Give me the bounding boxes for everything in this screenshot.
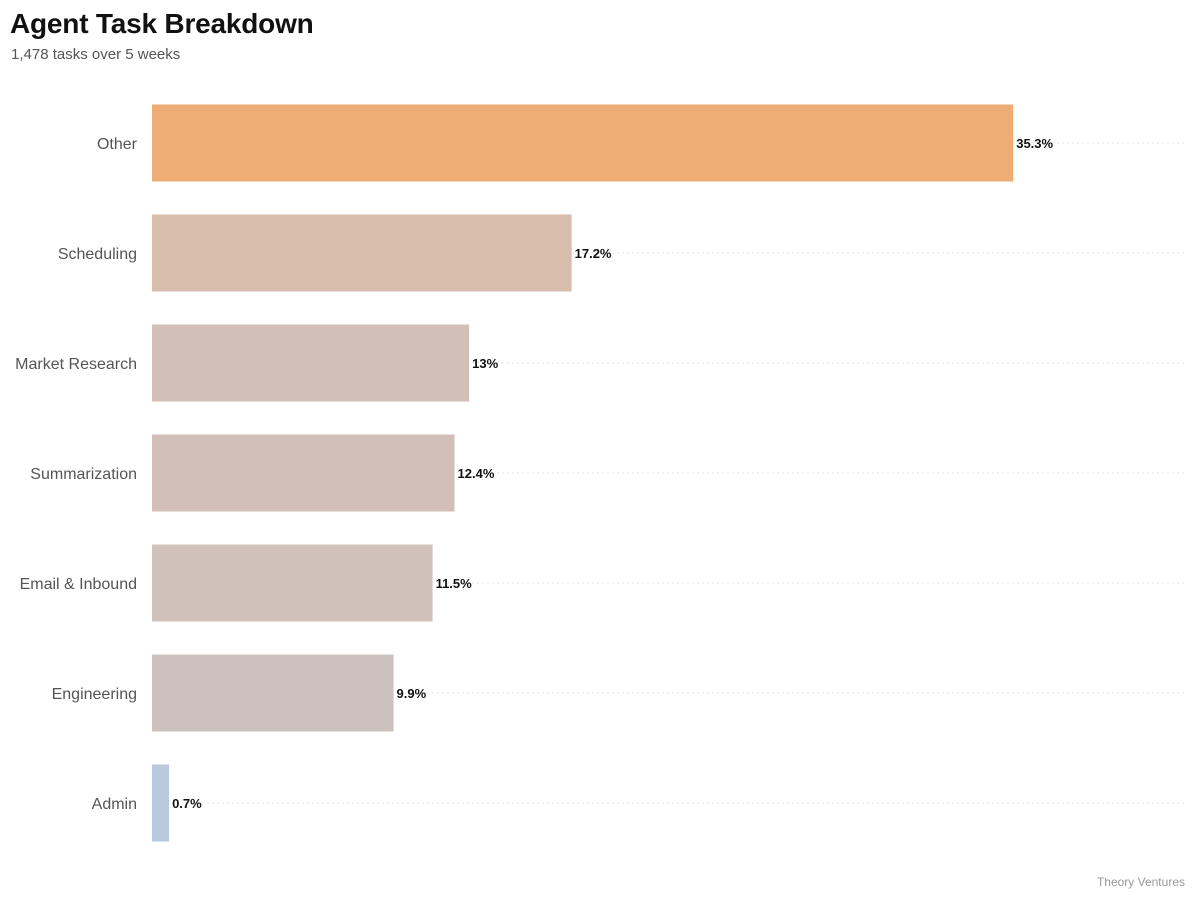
value-label: 9.9% bbox=[397, 686, 427, 701]
bar bbox=[152, 214, 572, 292]
value-label: 12.4% bbox=[458, 466, 495, 481]
bar bbox=[152, 324, 470, 402]
category-label: Other bbox=[97, 136, 138, 153]
bar bbox=[152, 544, 433, 622]
category-label: Email & Inbound bbox=[20, 576, 137, 593]
category-label: Admin bbox=[92, 796, 137, 813]
value-label: 0.7% bbox=[172, 796, 202, 811]
bar bbox=[152, 104, 1014, 182]
bar bbox=[152, 654, 394, 732]
bar bbox=[152, 434, 455, 512]
bar bbox=[152, 764, 170, 842]
chart-subtitle: 1,478 tasks over 5 weeks bbox=[11, 46, 181, 63]
category-label: Scheduling bbox=[58, 246, 137, 263]
source-credit: Theory Ventures bbox=[1096, 875, 1185, 889]
category-label: Market Research bbox=[15, 356, 137, 373]
value-label: 17.2% bbox=[575, 246, 612, 261]
value-label: 11.5% bbox=[436, 576, 473, 591]
value-label: 13% bbox=[472, 356, 498, 371]
category-label: Summarization bbox=[30, 466, 137, 483]
chart-title: Agent Task Breakdown bbox=[10, 8, 314, 39]
category-label: Engineering bbox=[52, 686, 137, 703]
value-label: 35.3% bbox=[1016, 136, 1053, 151]
